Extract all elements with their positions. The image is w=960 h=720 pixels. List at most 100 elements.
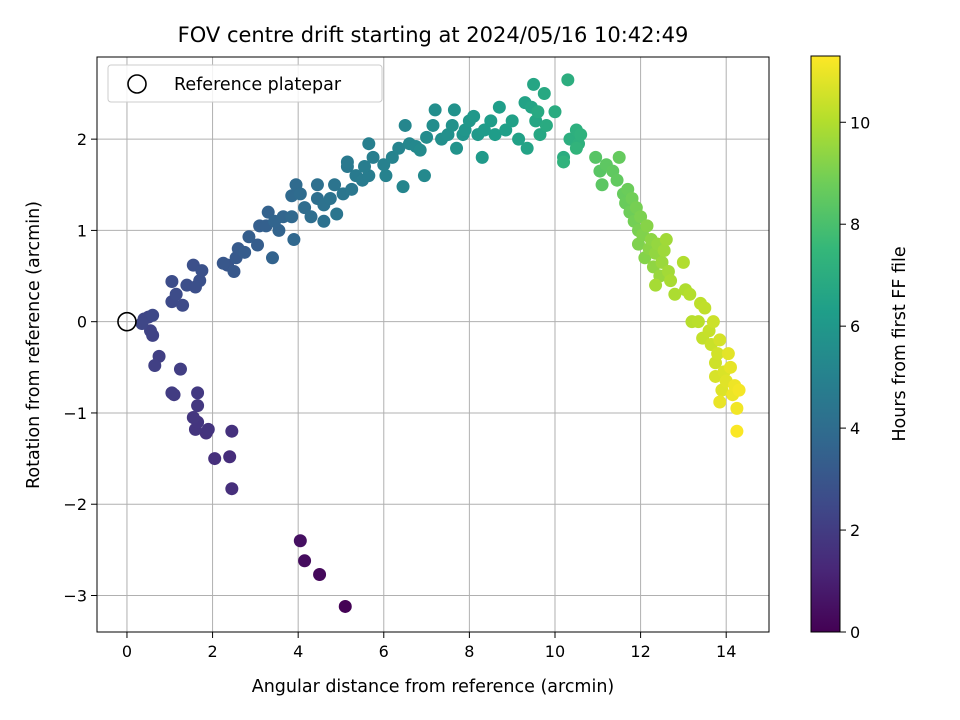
data-point [313, 568, 327, 581]
x-tick-label: 6 [379, 642, 389, 661]
data-point [488, 128, 502, 142]
colorbar-tick-label: 6 [850, 317, 860, 336]
data-point [304, 210, 318, 224]
data-point [484, 114, 498, 128]
data-point [499, 123, 513, 137]
data-point [713, 333, 727, 347]
data-point [477, 123, 491, 137]
legend: Reference platepar [107, 64, 383, 103]
data-point [676, 255, 690, 269]
data-point [398, 118, 412, 132]
colorbar-label: Hours from first FF file [890, 246, 910, 441]
data-point [298, 201, 312, 215]
data-point [345, 182, 359, 196]
data-point [169, 287, 183, 301]
data-point [426, 118, 440, 132]
data-point [420, 130, 434, 144]
data-point [713, 395, 727, 409]
data-point [379, 169, 393, 183]
data-point [569, 141, 583, 155]
data-point [208, 452, 222, 466]
data-point [328, 178, 342, 192]
x-tick-label: 2 [207, 642, 217, 661]
data-point [396, 180, 410, 194]
data-point [492, 100, 506, 114]
data-point [723, 360, 737, 374]
data-point [634, 210, 648, 224]
data-point [610, 173, 624, 187]
data-point [655, 255, 669, 269]
chart-title: FOV centre drift starting at 2024/05/16 … [178, 23, 689, 47]
data-point [293, 187, 307, 201]
data-point [293, 534, 307, 548]
data-point [475, 150, 489, 164]
data-point [201, 422, 215, 436]
data-point [445, 118, 459, 132]
data-point [191, 386, 205, 400]
x-tick-label: 8 [464, 642, 474, 661]
data-point [285, 210, 299, 224]
colorbar-tick-label: 10 [850, 113, 870, 132]
colorbar-tick-label: 4 [850, 419, 860, 438]
data-point [191, 399, 205, 413]
data-point [640, 219, 654, 233]
data-point [520, 141, 534, 155]
data-point [366, 150, 380, 164]
data-point [362, 137, 376, 151]
data-point [659, 233, 673, 247]
y-tick-label: −1 [63, 404, 87, 423]
legend-marker-icon [127, 74, 147, 94]
colorbar-tick-label: 2 [850, 521, 860, 540]
y-tick-label: 1 [77, 221, 87, 240]
y-tick-label: 2 [77, 130, 87, 149]
data-point [612, 150, 626, 164]
legend-label: Reference platepar [174, 75, 342, 95]
y-axis-ticks: −3 −2 −1 0 1 2 [63, 130, 97, 605]
data-point [539, 118, 553, 132]
data-point [730, 424, 744, 438]
legend-box [107, 64, 383, 103]
data-point [730, 401, 744, 415]
data-point [698, 301, 712, 315]
data-point [683, 287, 697, 301]
data-point [261, 205, 275, 219]
x-tick-label: 14 [716, 642, 736, 661]
data-points [135, 73, 746, 613]
data-point [377, 158, 391, 172]
data-point [505, 114, 519, 128]
data-point [227, 264, 241, 278]
data-point [691, 315, 705, 329]
colorbar: 0 2 4 6 8 10 Hours from first FF file [810, 55, 910, 642]
data-point [317, 214, 331, 228]
data-point [358, 160, 372, 174]
data-point [721, 347, 735, 361]
data-point [225, 482, 239, 496]
data-point [298, 554, 312, 568]
colorbar-tick-label: 8 [850, 215, 860, 234]
data-point [340, 155, 354, 169]
data-point [323, 191, 337, 205]
data-point [392, 141, 406, 155]
data-point [216, 256, 230, 270]
data-point [173, 362, 187, 376]
colorbar-ticks: 0 2 4 6 8 10 [840, 113, 870, 642]
x-axis-label: Angular distance from reference (arcmin) [252, 677, 615, 697]
data-point [144, 324, 158, 338]
data-point [338, 599, 352, 613]
data-point [531, 105, 545, 119]
data-point [186, 411, 200, 425]
data-point [450, 141, 464, 155]
data-point [251, 238, 265, 252]
data-point [512, 132, 526, 146]
data-point [561, 73, 575, 87]
data-point [193, 274, 207, 288]
data-point [165, 275, 179, 289]
data-point [589, 150, 603, 164]
data-point [706, 315, 720, 329]
data-point [135, 317, 149, 331]
data-point [223, 450, 237, 464]
data-point [649, 278, 663, 292]
data-point [195, 264, 209, 278]
